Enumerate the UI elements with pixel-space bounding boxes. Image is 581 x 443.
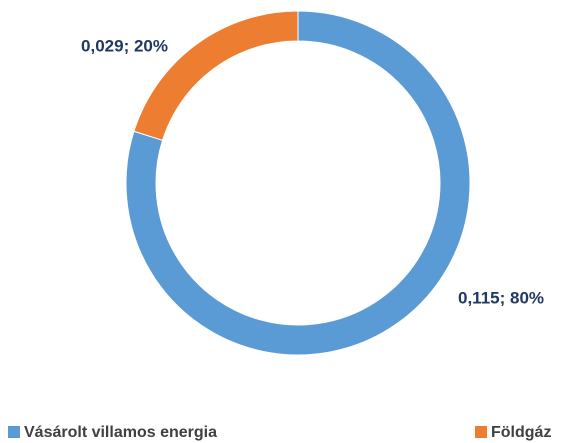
data-label: 0,029; 20% <box>81 36 168 55</box>
donut-segment <box>125 10 471 356</box>
legend-label: Földgáz <box>491 424 551 441</box>
data-label: 0,115; 80% <box>458 288 544 307</box>
legend-swatch <box>475 426 487 438</box>
donut-segment <box>133 10 299 141</box>
legend-swatch <box>8 426 20 438</box>
legend-label: Vásárolt villamos energia <box>24 424 217 441</box>
